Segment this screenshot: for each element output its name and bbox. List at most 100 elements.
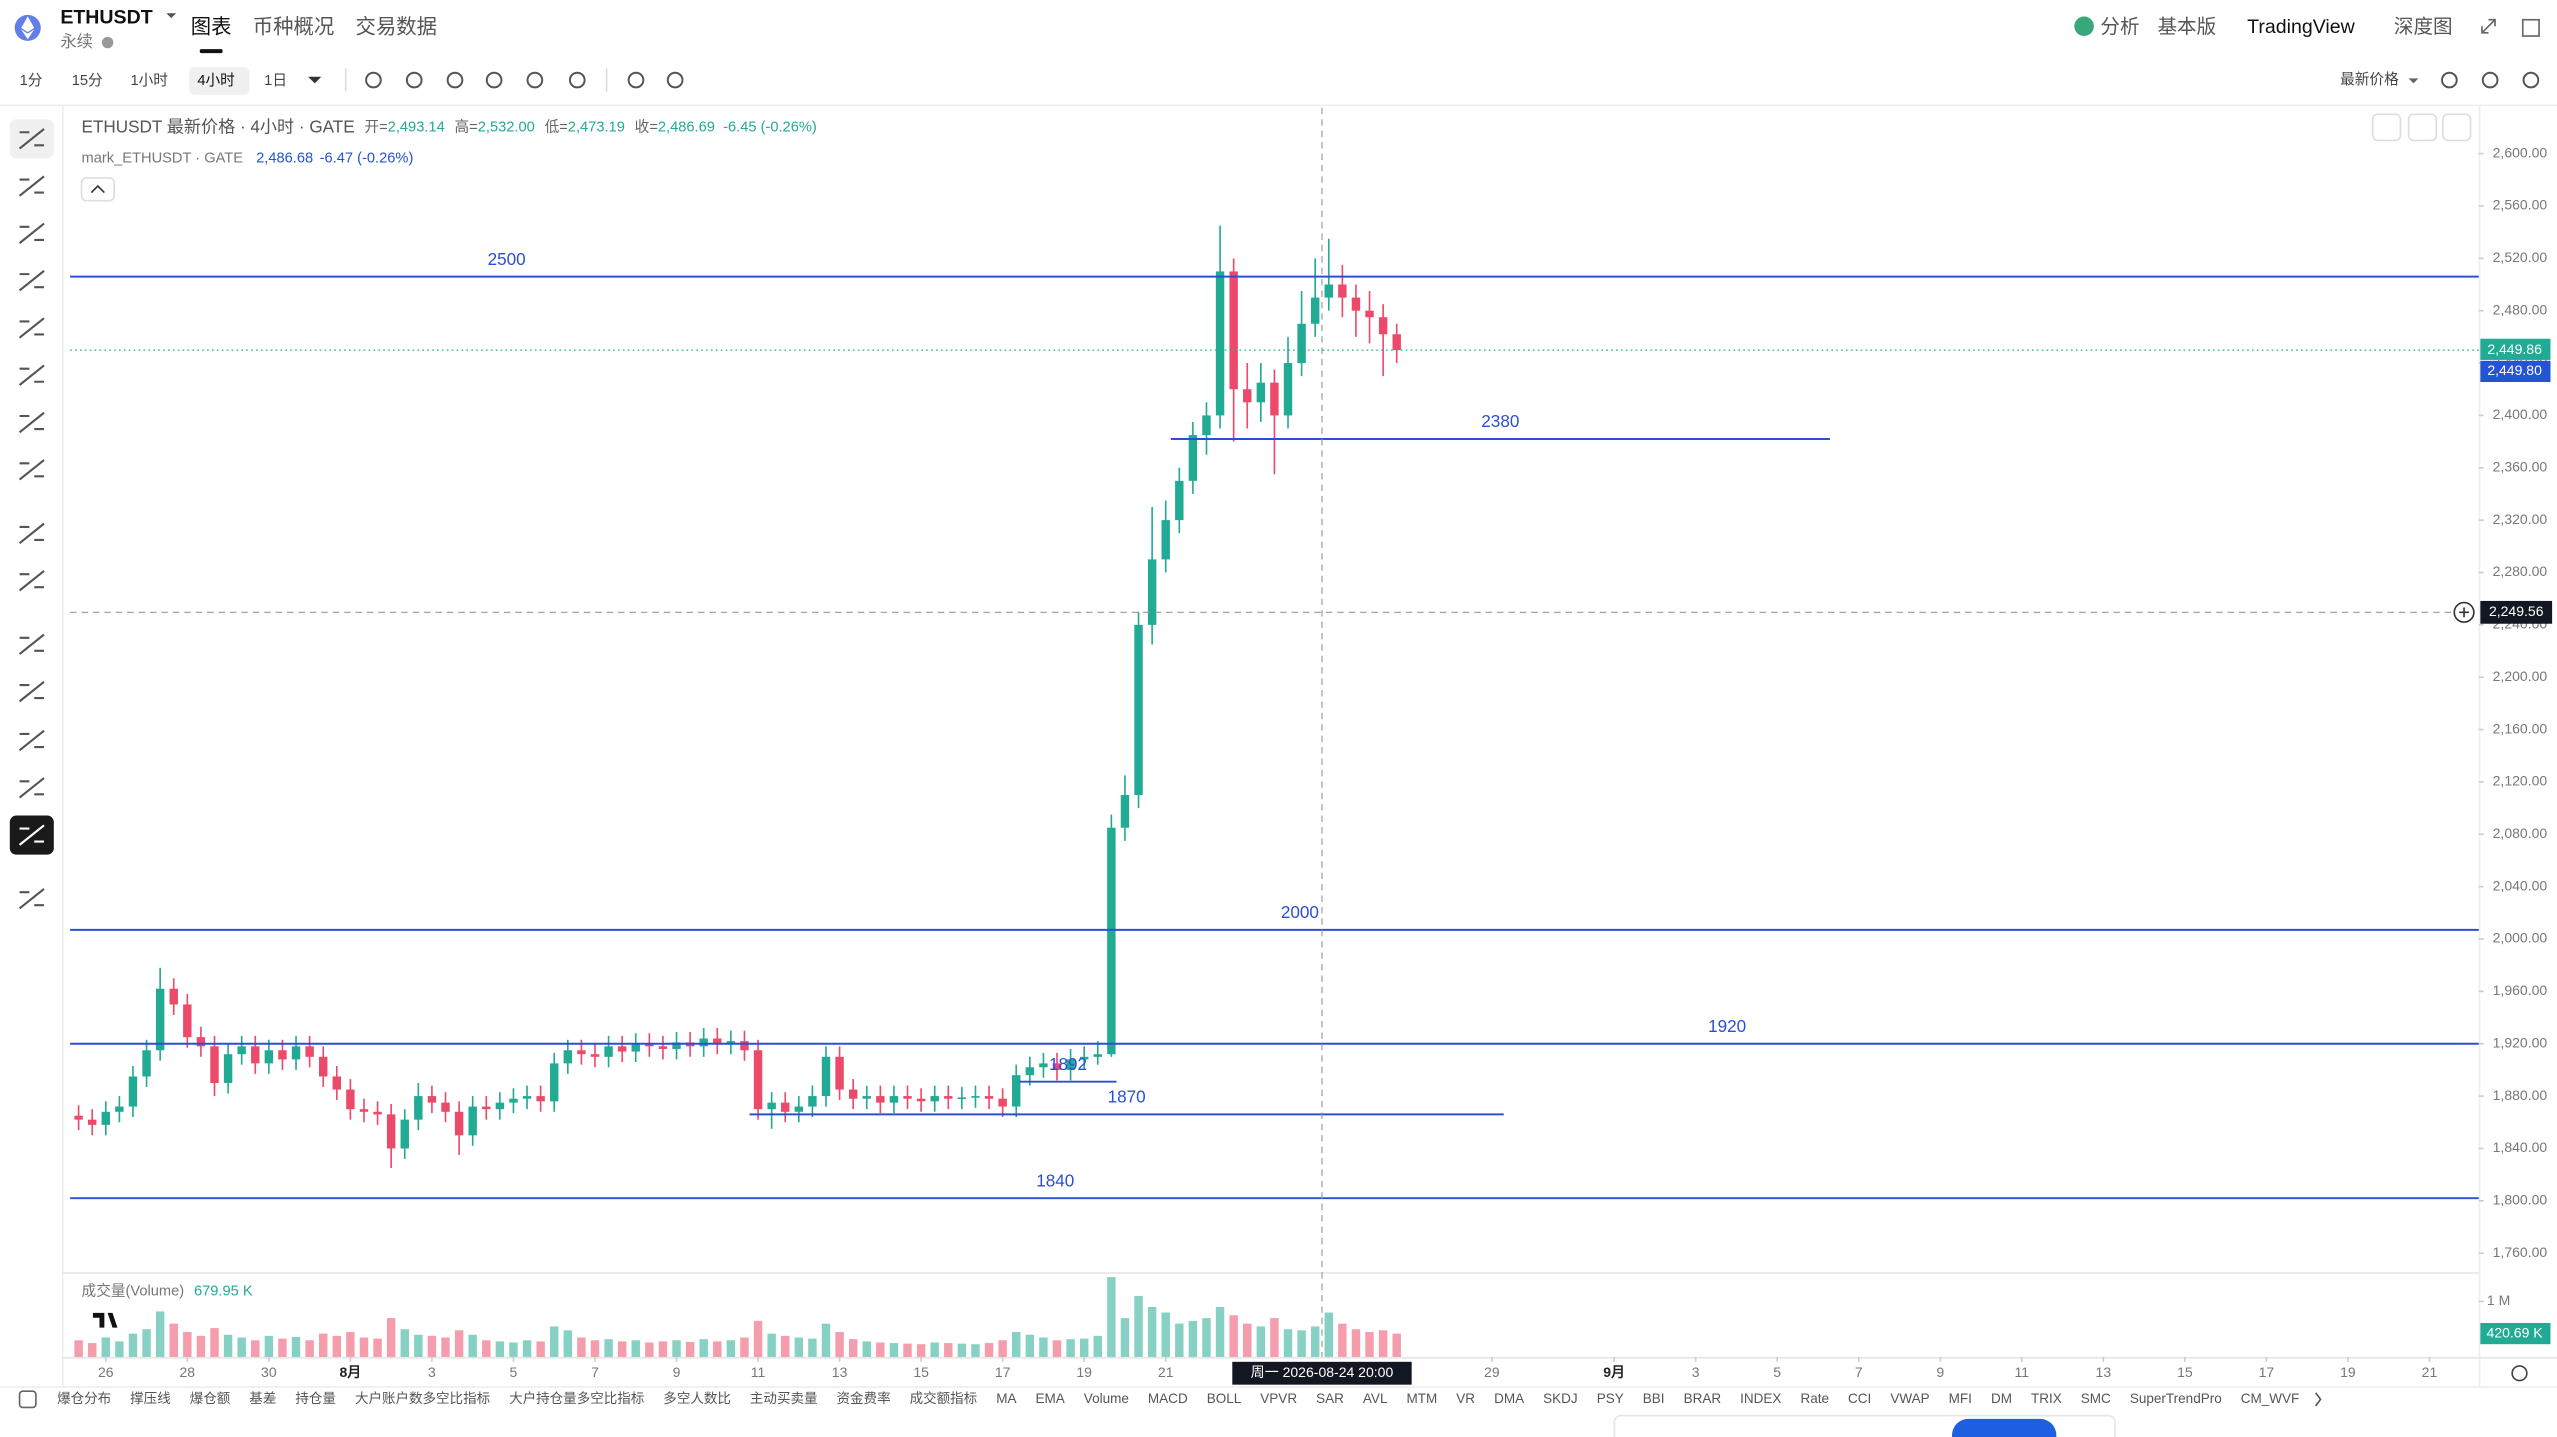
tool-icon[interactable] [18, 522, 45, 545]
interval[interactable]: 15分 [72, 72, 103, 89]
price-source[interactable]: 最新价格 [2340, 71, 2399, 88]
interval[interactable]: 1分 [20, 72, 43, 89]
chart-button[interactable] [2371, 113, 2402, 142]
indicator[interactable]: VPVR [1260, 1391, 1297, 1406]
chart-button[interactable] [2407, 113, 2438, 142]
volume-bar [658, 1341, 668, 1357]
indicator[interactable]: BOLL [1207, 1391, 1242, 1406]
tool-icon[interactable] [18, 270, 45, 292]
toolbar-icon[interactable] [365, 71, 382, 89]
tab[interactable]: 图表 [191, 15, 232, 38]
header-link[interactable]: 分析 [2100, 16, 2139, 38]
indicator[interactable]: MA [996, 1391, 1016, 1406]
indicator[interactable]: 成交额指标 [910, 1390, 978, 1406]
indicator[interactable]: AVL [1363, 1391, 1388, 1406]
calendar-icon[interactable] [18, 1390, 37, 1409]
indicator[interactable]: 基差 [249, 1390, 276, 1406]
candle-body [903, 1096, 912, 1099]
indicator[interactable]: Rate [1800, 1391, 1829, 1406]
toolbar-icon[interactable] [666, 71, 684, 89]
toolbar-icon[interactable] [446, 71, 464, 89]
symbol-caret[interactable] [166, 13, 177, 19]
interval[interactable]: 1小时 [130, 72, 168, 89]
indicator[interactable]: 爆仓额 [190, 1391, 231, 1406]
indicator[interactable]: DMA [1494, 1391, 1524, 1406]
indicator[interactable]: VWAP [1890, 1391, 1929, 1406]
indicator[interactable]: 爆仓分布 [57, 1391, 111, 1406]
tool-icon[interactable] [18, 459, 45, 481]
indicator[interactable]: MFI [1949, 1391, 1972, 1406]
indicator[interactable]: SMC [2081, 1391, 2111, 1406]
indicator[interactable]: SuperTrendPro [2130, 1391, 2222, 1406]
indicator[interactable]: MACD [1148, 1391, 1188, 1406]
toolbar-icon[interactable] [405, 71, 423, 89]
volume-bar [264, 1335, 274, 1357]
toolbar-icon[interactable] [568, 71, 586, 89]
expand-icon[interactable] [2481, 18, 2496, 34]
indicator-more[interactable] [2314, 1392, 2322, 1407]
popup-button[interactable] [1952, 1418, 2057, 1437]
header-link[interactable]: TradingView [2247, 16, 2355, 38]
volume-bar [740, 1337, 749, 1357]
indicator[interactable]: BBI [1643, 1391, 1665, 1406]
indicator[interactable]: 撑压线 [130, 1391, 171, 1406]
toolbar-icon[interactable] [627, 71, 645, 89]
info-icon[interactable] [101, 36, 114, 49]
indicator[interactable]: 资金费率 [837, 1390, 891, 1406]
tool-icon[interactable] [18, 411, 45, 434]
interval[interactable]: 1日 [264, 73, 287, 89]
indicator[interactable]: 持仓量 [295, 1391, 336, 1406]
toolbar-icon[interactable] [2481, 71, 2499, 89]
indicator[interactable]: SAR [1316, 1391, 1344, 1406]
indicator[interactable]: 大户账户数多空比指标 [355, 1390, 490, 1406]
collapse-icon[interactable] [90, 184, 105, 194]
chart-buttons [2371, 113, 2472, 142]
tool-icon[interactable] [18, 824, 45, 846]
interval[interactable]: 4小时 [197, 72, 235, 89]
toolbar-icon[interactable] [2522, 71, 2540, 89]
interval-caret[interactable] [308, 76, 322, 84]
symbol[interactable]: ETHUSDT [60, 6, 152, 28]
toolbar-icon[interactable] [526, 71, 544, 89]
indicator[interactable]: TRIX [2031, 1391, 2062, 1406]
indicator[interactable]: Volume [1084, 1391, 1129, 1406]
header-links: 分析 基本版 TradingView 深度图 [2100, 16, 2452, 38]
header-link[interactable]: 基本版 [2157, 16, 2216, 38]
tool-icon[interactable] [18, 777, 45, 799]
header-link[interactable]: 深度图 [2394, 16, 2453, 38]
indicator[interactable]: SKDJ [1543, 1391, 1578, 1406]
tool-icon[interactable] [18, 729, 45, 752]
indicator[interactable]: 大户持仓量多空比指标 [509, 1390, 644, 1406]
tab[interactable]: 交易数据 [355, 15, 437, 38]
chart-button[interactable] [2442, 113, 2472, 142]
indicator[interactable]: CM_WVF [2241, 1391, 2300, 1406]
indicator[interactable]: DM [1991, 1391, 2012, 1406]
tool-icon[interactable] [18, 222, 45, 244]
tool-icon[interactable] [18, 570, 45, 592]
fullscreen-icon[interactable] [2521, 18, 2540, 37]
y-tick-label: 1,920.00 [2493, 1034, 2548, 1050]
indicator[interactable]: MTM [1406, 1391, 1437, 1406]
indicator[interactable]: INDEX [1740, 1391, 1781, 1406]
indicator[interactable]: 多空人数比 [663, 1390, 731, 1406]
collapse-button[interactable] [80, 177, 115, 202]
indicator[interactable]: CCI [1848, 1391, 1871, 1406]
price-source-caret[interactable] [2408, 78, 2419, 84]
tool-icon[interactable] [18, 128, 45, 150]
settings-icon[interactable] [2511, 1365, 2528, 1382]
tool-icon[interactable] [18, 633, 45, 655]
indicator[interactable]: PSY [1597, 1391, 1624, 1406]
indicator[interactable]: 主动买卖量 [750, 1391, 818, 1406]
indicator[interactable]: BRAR [1684, 1391, 1722, 1406]
toolbar-icon[interactable] [2441, 71, 2458, 89]
tool-icon[interactable] [18, 317, 45, 339]
tab[interactable]: 币种概况 [253, 15, 335, 38]
indicator[interactable]: VR [1456, 1391, 1475, 1406]
crosshair-plus-icon[interactable] [2459, 607, 2469, 618]
tool-icon[interactable] [18, 680, 45, 703]
tool-icon[interactable] [18, 175, 45, 197]
tool-icon[interactable] [18, 888, 45, 910]
tool-icon[interactable] [18, 364, 45, 386]
toolbar-icon[interactable] [485, 71, 503, 89]
indicator[interactable]: EMA [1036, 1391, 1065, 1406]
